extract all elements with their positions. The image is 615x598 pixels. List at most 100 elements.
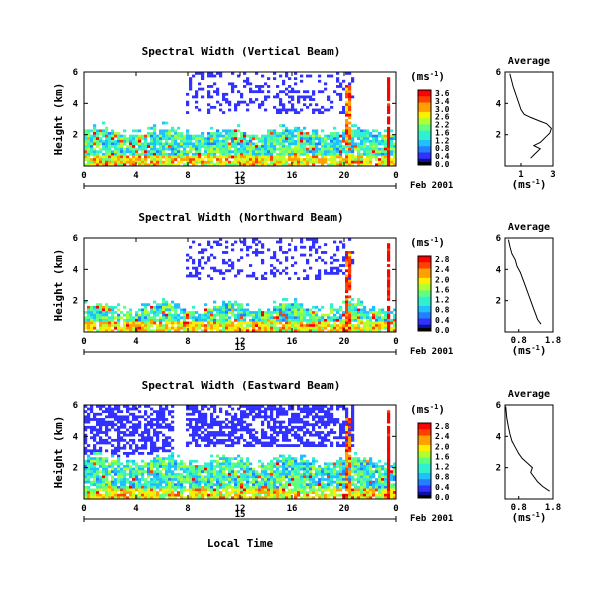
heat-cell: [345, 308, 349, 312]
heat-cell: [336, 462, 340, 466]
heat-cell: [231, 491, 235, 494]
heat-cell: [228, 163, 232, 167]
heat-cell: [156, 433, 160, 437]
heat-cell: [255, 134, 259, 138]
heat-cell: [87, 425, 91, 429]
heat-cell: [117, 433, 121, 437]
heat-cell: [168, 158, 172, 161]
heat-cell: [270, 313, 274, 317]
heat-cell: [228, 491, 232, 494]
colorbar-unit: (ms-1): [410, 70, 445, 83]
heat-cell: [291, 308, 295, 312]
heat-cell: [333, 462, 337, 466]
heat-cell: [306, 410, 310, 414]
heat-cell: [393, 137, 397, 141]
heat-cell: [93, 425, 97, 429]
heat-cell: [162, 300, 166, 304]
heat-cell: [114, 132, 118, 135]
heat-cell: [276, 438, 280, 442]
heat-cell: [321, 467, 325, 471]
heat-cell: [279, 428, 283, 432]
heat-cell: [240, 425, 244, 429]
heat-cell: [300, 462, 304, 466]
heat-cell: [87, 129, 91, 133]
heat-cell: [294, 158, 298, 161]
heat-cell: [300, 491, 304, 494]
heat-cell: [225, 137, 229, 141]
heat-cell: [105, 410, 109, 414]
heat-cell: [207, 438, 211, 442]
heat-cell: [369, 134, 373, 138]
heat-cell: [174, 329, 178, 333]
heat-cell: [171, 415, 175, 419]
heat-cell: [102, 132, 106, 135]
heat-cell: [210, 465, 214, 468]
heat-cell: [120, 311, 124, 314]
heat-cell: [258, 311, 262, 314]
heat-cell: [234, 316, 238, 320]
heat-cell: [252, 410, 256, 414]
heat-cell: [270, 160, 274, 164]
heat-cell: [306, 274, 310, 278]
heat-cell: [183, 465, 187, 468]
heat-cell: [330, 163, 334, 167]
heat-cell: [249, 467, 253, 471]
heat-cell: [123, 142, 127, 146]
heat-cell: [330, 147, 334, 151]
heat-cell: [375, 163, 379, 167]
heat-cell: [357, 318, 361, 322]
heat-cell: [369, 324, 373, 327]
heat-cell: [279, 321, 283, 325]
heat-cell: [303, 415, 307, 419]
heat-cell: [279, 405, 283, 408]
heat-cell: [240, 248, 244, 252]
heat-cell: [138, 496, 142, 500]
heat-cell: [354, 329, 358, 333]
heat-cell: [213, 423, 217, 427]
heat-cell: [333, 465, 337, 468]
heat-cell: [246, 478, 250, 481]
heat-cell: [204, 423, 208, 427]
heat-cell: [150, 483, 154, 487]
heat-cell: [288, 459, 292, 463]
heat-cell: [237, 329, 241, 333]
heat-cell: [387, 158, 391, 161]
avg-y-tick-label: 6: [496, 234, 501, 244]
heat-cell: [171, 459, 175, 463]
heat-cell: [219, 428, 223, 432]
heat-cell: [207, 425, 211, 429]
heat-cell: [240, 485, 244, 489]
heat-cell: [270, 410, 274, 414]
heat-cell: [309, 444, 313, 447]
heat-cell: [381, 321, 385, 325]
heat-cell: [315, 475, 319, 479]
heat-cell: [180, 491, 184, 494]
heat-cell: [270, 269, 274, 273]
heat-cell: [105, 134, 109, 138]
heat-cell: [351, 79, 355, 83]
heat-cell: [90, 452, 94, 455]
heat-cell: [237, 137, 241, 141]
heat-cell: [333, 496, 337, 500]
heat-cell: [150, 147, 154, 151]
heat-cell: [105, 152, 109, 156]
heat-cell: [240, 321, 244, 325]
heat-cell: [186, 465, 190, 468]
heat-cell: [96, 139, 100, 143]
heat-cell: [117, 428, 121, 432]
heat-cell: [201, 405, 205, 408]
heat-cell: [162, 407, 166, 411]
heat-cell: [153, 329, 157, 333]
heat-cell: [303, 277, 307, 280]
heat-cell: [207, 256, 211, 260]
heat-cell: [300, 324, 304, 327]
heat-cell: [276, 470, 280, 474]
heat-cell: [345, 300, 349, 304]
heat-cell: [171, 491, 175, 494]
heat-cell: [102, 420, 106, 424]
heat-cell: [387, 142, 391, 146]
heat-cell: [273, 321, 277, 325]
heat-cell: [285, 147, 289, 151]
heat-cell: [216, 305, 220, 309]
heat-cell: [273, 311, 277, 314]
